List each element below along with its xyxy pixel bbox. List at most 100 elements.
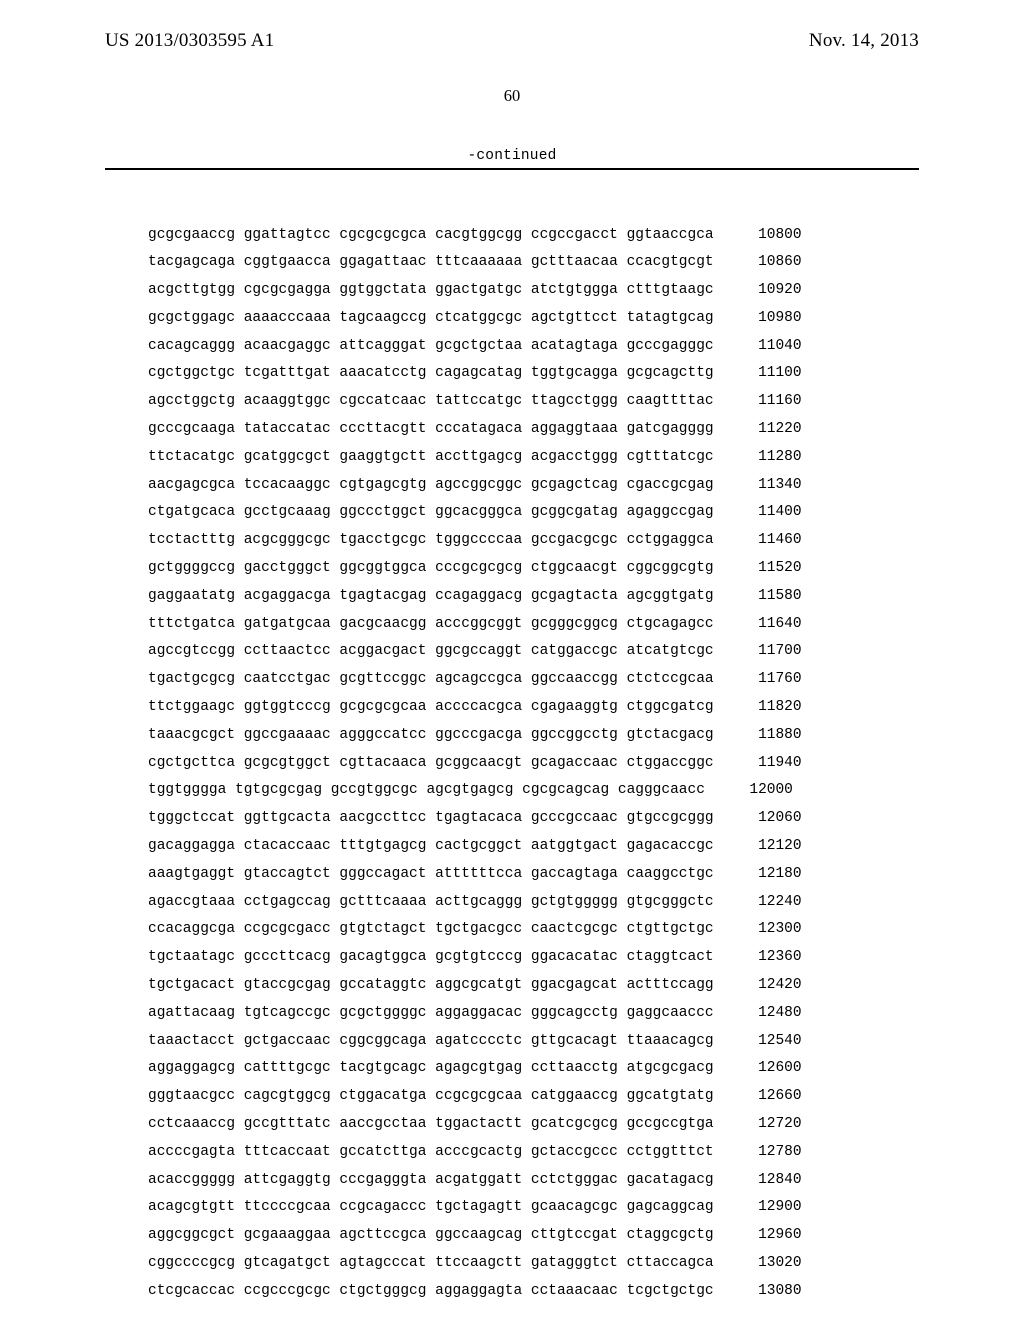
sequence-row: tgctgacact gtaccgcgag gccataggtc aggcgca… [148,978,802,1006]
sequence-row-bases: tgactgcgcg caatcctgac gcgttccggc agcagcc… [148,672,714,700]
sequence-row-position: 11580 [732,589,802,617]
sequence-row: taaacgcgct ggccgaaaac agggccatcc ggcccga… [148,728,802,756]
sequence-row-bases: gacaggagga ctacaccaac tttgtgagcg cactgcg… [148,839,714,867]
sequence-row-position: 11040 [732,339,802,367]
sequence-row-position: 10980 [732,311,802,339]
sequence-row: gctggggccg gacctgggct ggcggtggca cccgcgc… [148,561,802,589]
sequence-row-position: 10860 [732,255,802,283]
sequence-row-bases: gaggaatatg acgaggacga tgagtacgag ccagagg… [148,589,714,617]
page-number: 60 [0,86,1024,106]
sequence-row-position: 12000 [723,783,793,811]
sequence-row-position: 12060 [732,811,802,839]
sequence-row-position: 12240 [732,895,802,923]
header-publication-number: US 2013/0303595 A1 [105,30,274,52]
sequence-row-bases: gcgcgaaccg ggattagtcc cgcgcgcgca cacgtgg… [148,228,714,256]
sequence-listing: gcgcgaaccg ggattagtcc cgcgcgcgca cacgtgg… [148,184,802,1312]
sequence-row: agattacaag tgtcagccgc gcgctggggc aggagga… [148,1006,802,1034]
sequence-row-position: 13020 [732,1256,802,1284]
sequence-row: cggccccgcg gtcagatgct agtagcccat ttccaag… [148,1256,802,1284]
sequence-row-bases: agccgtccgg ccttaactcc acggacgact ggcgcca… [148,644,714,672]
sequence-row-position: 12540 [732,1034,802,1062]
sequence-row-position: 12780 [732,1145,802,1173]
sequence-row: ctcgcaccac ccgcccgcgc ctgctgggcg aggagga… [148,1284,802,1312]
sequence-row: ctgatgcaca gcctgcaaag ggccctggct ggcacgg… [148,505,802,533]
sequence-row-bases: cggccccgcg gtcagatgct agtagcccat ttccaag… [148,1256,714,1284]
sequence-row-position: 11100 [732,366,802,394]
sequence-row-bases: ttctggaagc ggtggtcccg gcgcgcgcaa accccac… [148,700,714,728]
sequence-row: cctcaaaccg gccgtttatc aaccgcctaa tggacta… [148,1117,802,1145]
sequence-row-bases: tgctaatagc gcccttcacg gacagtggca gcgtgtc… [148,950,714,978]
sequence-row: agccgtccgg ccttaactcc acggacgact ggcgcca… [148,644,802,672]
sequence-row: aggaggagcg cattttgcgc tacgtgcagc agagcgt… [148,1061,802,1089]
sequence-row: gcccgcaaga tataccatac cccttacgtt cccatag… [148,422,802,450]
sequence-row: tgactgcgcg caatcctgac gcgttccggc agcagcc… [148,672,802,700]
sequence-row: acaccggggg attcgaggtg cccgagggta acgatgg… [148,1173,802,1201]
sequence-row-position: 11760 [732,672,802,700]
sequence-row-bases: cgctgcttca gcgcgtggct cgttacaaca gcggcaa… [148,756,714,784]
continued-label: -continued [105,148,919,168]
sequence-row: gaggaatatg acgaggacga tgagtacgag ccagagg… [148,589,802,617]
sequence-row-bases: agcctggctg acaaggtggc cgccatcaac tattcca… [148,394,714,422]
sequence-row-position: 12300 [732,922,802,950]
sequence-row: cgctgcttca gcgcgtggct cgttacaaca gcggcaa… [148,756,802,784]
sequence-row: gggtaacgcc cagcgtggcg ctggacatga ccgcgcg… [148,1089,802,1117]
sequence-row: gcgctggagc aaaacccaaa tagcaagccg ctcatgg… [148,311,802,339]
sequence-row-bases: gctggggccg gacctgggct ggcggtggca cccgcgc… [148,561,714,589]
sequence-row-bases: aacgagcgca tccacaaggc cgtgagcgtg agccggc… [148,478,714,506]
sequence-row-position: 12180 [732,867,802,895]
sequence-row-bases: ctgatgcaca gcctgcaaag ggccctggct ggcacgg… [148,505,714,533]
sequence-row: cacagcaggg acaacgaggc attcagggat gcgctgc… [148,339,802,367]
sequence-row-bases: acaccggggg attcgaggtg cccgagggta acgatgg… [148,1173,714,1201]
sequence-row: acgcttgtgg cgcgcgagga ggtggctata ggactga… [148,283,802,311]
sequence-row-position: 11520 [732,561,802,589]
sequence-row-position: 11880 [732,728,802,756]
sequence-row-position: 11940 [732,756,802,784]
sequence-row-position: 11220 [732,422,802,450]
sequence-row-position: 11280 [732,450,802,478]
sequence-row-bases: acgcttgtgg cgcgcgagga ggtggctata ggactga… [148,283,714,311]
sequence-row-position: 12480 [732,1006,802,1034]
sequence-row-bases: accccgagta tttcaccaat gccatcttga acccgca… [148,1145,714,1173]
sequence-row-bases: tggtgggga tgtgcgcgag gccgtggcgc agcgtgag… [148,783,705,811]
sequence-row: ccacaggcga ccgcgcgacc gtgtctagct tgctgac… [148,922,802,950]
sequence-row-bases: gcccgcaaga tataccatac cccttacgtt cccatag… [148,422,714,450]
sequence-row: acagcgtgtt ttccccgcaa ccgcagaccc tgctaga… [148,1200,802,1228]
sequence-row-position: 12660 [732,1089,802,1117]
sequence-row: aaagtgaggt gtaccagtct gggccagact atttttt… [148,867,802,895]
sequence-row-bases: tacgagcaga cggtgaacca ggagattaac tttcaaa… [148,255,714,283]
sequence-row-bases: tgctgacact gtaccgcgag gccataggtc aggcgca… [148,978,714,1006]
sequence-row-position: 11400 [732,505,802,533]
sequence-row-bases: aaagtgaggt gtaccagtct gggccagact atttttt… [148,867,714,895]
sequence-row-position: 12840 [732,1173,802,1201]
sequence-row: cgctggctgc tcgatttgat aaacatcctg cagagca… [148,366,802,394]
sequence-row-bases: acagcgtgtt ttccccgcaa ccgcagaccc tgctaga… [148,1200,714,1228]
sequence-row: gacaggagga ctacaccaac tttgtgagcg cactgcg… [148,839,802,867]
sequence-row: agcctggctg acaaggtggc cgccatcaac tattcca… [148,394,802,422]
sequence-row: accccgagta tttcaccaat gccatcttga acccgca… [148,1145,802,1173]
sequence-row: gcgcgaaccg ggattagtcc cgcgcgcgca cacgtgg… [148,228,802,256]
sequence-row: tacgagcaga cggtgaacca ggagattaac tttcaaa… [148,255,802,283]
sequence-row-bases: agattacaag tgtcagccgc gcgctggggc aggagga… [148,1006,714,1034]
sequence-row-bases: ctcgcaccac ccgcccgcgc ctgctgggcg aggagga… [148,1284,714,1312]
sequence-row-bases: taaacgcgct ggccgaaaac agggccatcc ggcccga… [148,728,714,756]
sequence-row-bases: cacagcaggg acaacgaggc attcagggat gcgctgc… [148,339,714,367]
page: US 2013/0303595 A1 Nov. 14, 2013 60 -con… [0,0,1024,1320]
sequence-row-position: 11160 [732,394,802,422]
sequence-row-position: 11340 [732,478,802,506]
sequence-row: tcctactttg acgcgggcgc tgacctgcgc tgggccc… [148,533,802,561]
sequence-row-position: 11700 [732,644,802,672]
sequence-row-bases: cctcaaaccg gccgtttatc aaccgcctaa tggacta… [148,1117,714,1145]
horizontal-rule-top [105,168,919,170]
sequence-row-bases: ttctacatgc gcatggcgct gaaggtgctt accttga… [148,450,714,478]
sequence-row-position: 10800 [732,228,802,256]
sequence-row-position: 10920 [732,283,802,311]
sequence-row-position: 12120 [732,839,802,867]
sequence-row-position: 11460 [732,533,802,561]
sequence-row-position: 12720 [732,1117,802,1145]
sequence-row: tgggctccat ggttgcacta aacgccttcc tgagtac… [148,811,802,839]
sequence-row-position: 12600 [732,1061,802,1089]
sequence-row: tggtgggga tgtgcgcgag gccgtggcgc agcgtgag… [148,783,802,811]
sequence-row: agaccgtaaa cctgagccag gctttcaaaa acttgca… [148,895,802,923]
sequence-row-position: 12420 [732,978,802,1006]
sequence-row: aacgagcgca tccacaaggc cgtgagcgtg agccggc… [148,478,802,506]
